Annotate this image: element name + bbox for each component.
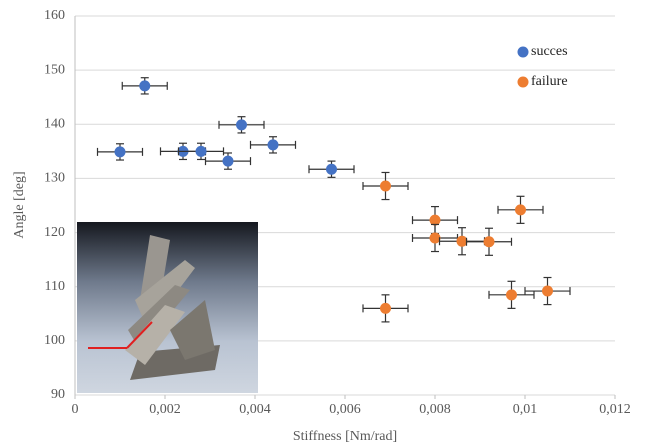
x-tick-label: 0,002 [149, 402, 181, 417]
x-axis-title: Stiffness [Nm/rad] [293, 429, 397, 444]
point [196, 146, 207, 157]
point [542, 286, 553, 297]
legend-marker [518, 77, 529, 88]
x-tick-label: 0,006 [329, 402, 361, 417]
y-tick-label: 150 [44, 62, 65, 77]
y-axis-title: Angle [deg] [12, 171, 27, 238]
point [223, 156, 234, 167]
point [430, 232, 441, 243]
legend-label: succes [531, 44, 568, 59]
x-tick-label: 0 [72, 402, 79, 417]
point [326, 164, 337, 175]
y-tick-label: 100 [44, 333, 65, 348]
point [115, 146, 126, 157]
point [139, 80, 150, 91]
x-tick-label: 0,008 [419, 402, 451, 417]
x-tick-label: 0,012 [599, 402, 631, 417]
inset-photo [77, 222, 258, 393]
point [268, 139, 279, 150]
y-tick-label: 140 [44, 117, 65, 132]
point [236, 119, 247, 130]
point [380, 181, 391, 192]
point [515, 204, 526, 215]
legend-label: failure [531, 74, 568, 89]
x-tick-label: 0,004 [239, 402, 271, 417]
y-tick-label: 120 [44, 225, 65, 240]
point [457, 236, 468, 247]
legend-marker [518, 47, 529, 58]
y-tick-label: 160 [44, 8, 65, 23]
y-tick-label: 90 [51, 387, 65, 402]
point [380, 303, 391, 314]
x-tick-label: 0,01 [513, 402, 538, 417]
point [484, 236, 495, 247]
y-tick-label: 130 [44, 171, 65, 186]
chart: Stiffness [Nm/rad] Angle [deg] 90 100 110 1… [0, 0, 670, 448]
y-tick-label: 110 [45, 279, 65, 294]
point [506, 289, 517, 300]
